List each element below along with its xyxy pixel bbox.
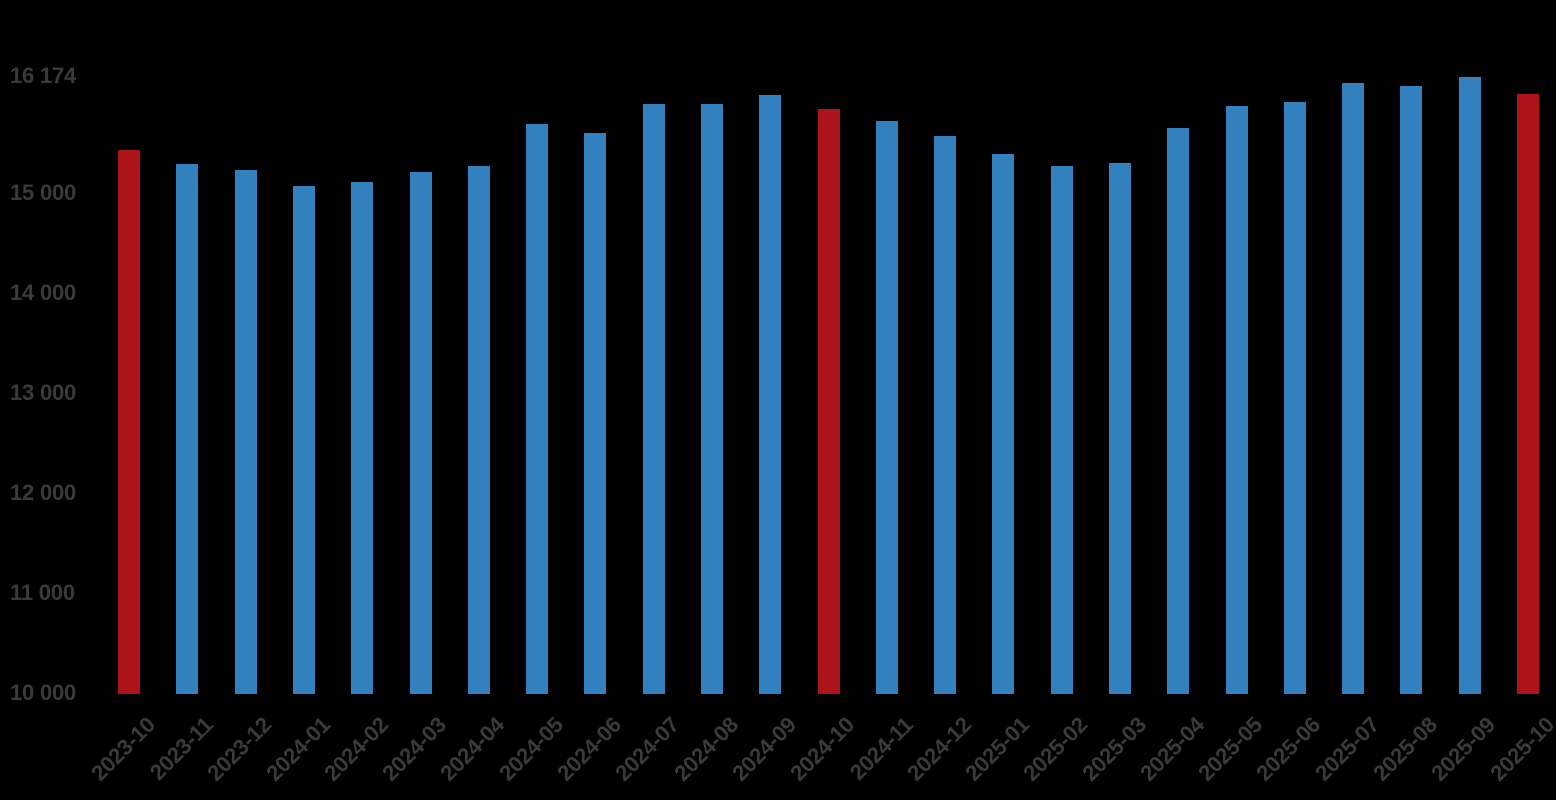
x-tick-label: 2024-05 [493, 712, 568, 786]
x-tick-label: 2025-01 [960, 712, 1035, 786]
x-tick-label: 2023-11 [145, 712, 218, 785]
bar-2023-12 [234, 170, 257, 694]
y-tick-label: 14 000 [10, 280, 77, 305]
bar-2025-04 [1167, 128, 1190, 694]
x-tick-label: 2025-03 [1076, 712, 1151, 786]
y-tick-label: 15 000 [10, 180, 77, 205]
bar-2025-03 [1109, 163, 1131, 694]
bar-2024-06 [584, 133, 607, 694]
x-tick-label: 2025-02 [1018, 712, 1093, 786]
x-tick-label: 2024-04 [435, 712, 510, 786]
x-tick-label: 2025-07 [1309, 712, 1384, 786]
x-tick-label: 2024-09 [727, 712, 801, 786]
bar-2024-11 [875, 121, 898, 694]
x-tick-label: 2024-07 [610, 712, 685, 786]
bar-2024-10 [817, 109, 840, 694]
bar-2025-01 [992, 154, 1015, 694]
bar-2025-02 [1050, 166, 1073, 694]
x-tick-label: 2024-03 [377, 712, 452, 786]
bar-2024-09 [759, 95, 782, 694]
bar-2024-12 [934, 136, 957, 694]
x-tick-label: 2023-10 [85, 712, 160, 786]
bar-2023-10 [118, 150, 140, 694]
bar-2024-03 [409, 172, 432, 694]
x-tick-label: 2025-08 [1368, 712, 1443, 786]
x-tick-label: 2024-10 [785, 712, 860, 786]
bar-2024-05 [526, 124, 548, 694]
bar-2025-10 [1517, 94, 1539, 694]
x-tick-label: 2024-06 [552, 712, 626, 786]
y-tick-label: 11 000 [10, 580, 75, 605]
x-tick-label: 2025-06 [1251, 712, 1326, 786]
bar-2024-07 [642, 104, 665, 694]
x-tick-label: 2024-02 [319, 712, 393, 786]
y-tick-label: 16 174 [10, 62, 77, 88]
bar-2024-08 [700, 104, 723, 694]
bar-2025-08 [1400, 86, 1423, 694]
x-tick-label: 2024-11 [844, 712, 918, 785]
bar-2024-01 [292, 186, 315, 694]
bar-2023-11 [176, 164, 199, 694]
y-tick-label: 13 000 [10, 380, 77, 405]
x-tick-label: 2025-09 [1426, 712, 1501, 786]
x-tick-label: 2025-10 [1484, 712, 1556, 786]
x-tick-label: 2023-12 [202, 712, 277, 786]
bar-2024-02 [351, 182, 374, 694]
x-tick-label: 2025-05 [1193, 712, 1268, 786]
x-tick-label: 2025-04 [1135, 712, 1209, 786]
bar-2025-07 [1342, 83, 1365, 694]
bar-2025-09 [1458, 76, 1481, 694]
x-tick-label: 2024-08 [668, 712, 743, 786]
y-tick-label: 12 000 [10, 480, 77, 505]
y-tick-label: 10 000 [10, 680, 77, 705]
bar-2024-04 [467, 166, 490, 694]
bar-2025-06 [1283, 102, 1306, 694]
x-tick-label: 2024-12 [901, 712, 976, 786]
x-tick-label: 2024-01 [260, 712, 335, 786]
bar-2025-05 [1225, 106, 1248, 694]
